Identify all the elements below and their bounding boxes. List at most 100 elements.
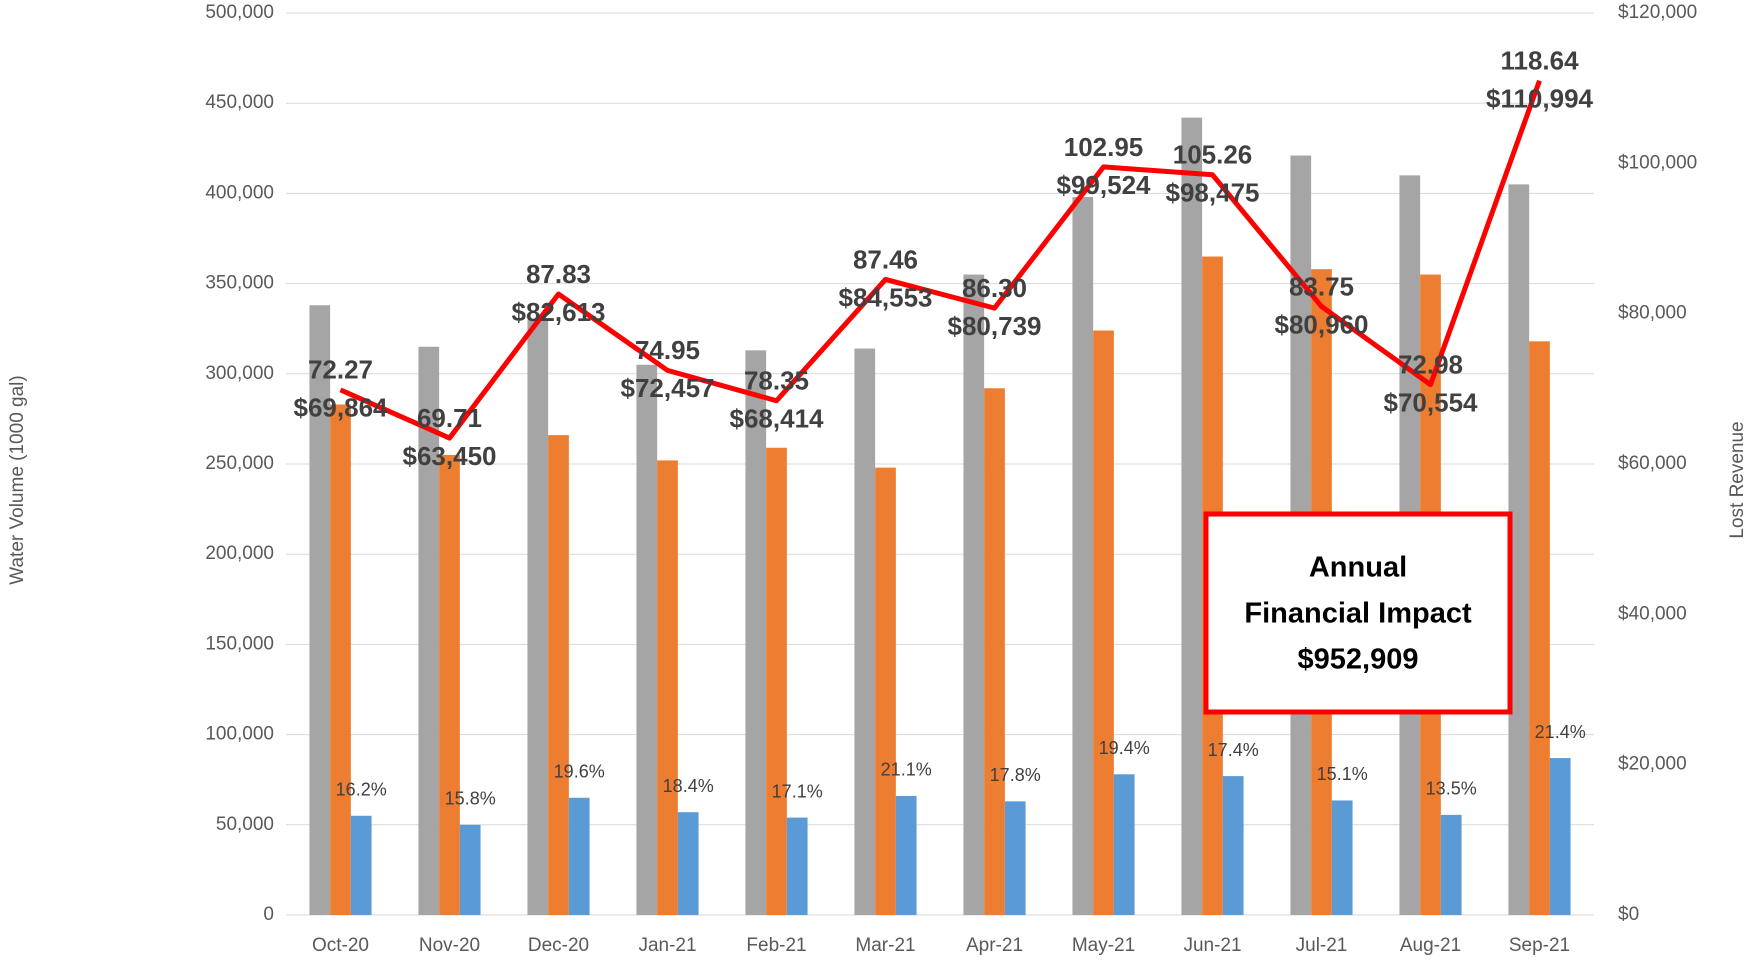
y2-tick-label: $100,000 xyxy=(1618,152,1697,173)
upper-label: 74.95 xyxy=(635,335,700,365)
y-tick-label: 200,000 xyxy=(205,543,274,564)
upper-label: 72.98 xyxy=(1398,350,1463,380)
upper-label: 102.95 xyxy=(1064,132,1144,162)
x-tick-label: Jul-21 xyxy=(1296,935,1348,956)
bar xyxy=(766,447,787,915)
bar xyxy=(984,388,1005,915)
bar xyxy=(1529,341,1550,915)
y-tick-label: 500,000 xyxy=(205,2,274,23)
x-tick-label: Sep-21 xyxy=(1509,935,1570,956)
share-label: 15.1% xyxy=(1317,764,1368,784)
value-label: $70,554 xyxy=(1384,388,1479,418)
share-label: 21.4% xyxy=(1535,722,1586,742)
bar xyxy=(1072,197,1094,915)
upper-label: 86.30 xyxy=(962,273,1027,303)
share-label: 16.2% xyxy=(336,780,387,800)
y2-tick-label: $120,000 xyxy=(1618,2,1697,23)
share-label: 13.5% xyxy=(1426,779,1477,799)
bar xyxy=(745,350,767,915)
bar xyxy=(875,467,896,915)
value-label: $98,475 xyxy=(1166,178,1260,208)
bar xyxy=(330,404,351,915)
value-label: $63,450 xyxy=(403,441,497,471)
y2-tick-label: $80,000 xyxy=(1618,303,1687,324)
upper-label: 118.64 xyxy=(1500,46,1579,76)
upper-label: 78.35 xyxy=(744,366,809,396)
y-tick-label: 400,000 xyxy=(205,182,274,203)
upper-label: 87.83 xyxy=(526,259,591,289)
y2-axis-label: Lost Revenue xyxy=(1727,421,1748,538)
share-label: 18.4% xyxy=(663,776,714,796)
bar xyxy=(636,364,658,915)
y-tick-label: 50,000 xyxy=(216,814,274,835)
value-label: $99,524 xyxy=(1057,170,1152,200)
x-tick-label: May-21 xyxy=(1072,935,1135,956)
bar xyxy=(350,815,372,915)
bar xyxy=(1004,801,1026,915)
bar xyxy=(548,435,569,915)
annotation-text: Financial Impact xyxy=(1244,598,1472,630)
bar xyxy=(1440,814,1462,915)
x-tick-label: Jun-21 xyxy=(1183,935,1241,956)
bar xyxy=(309,305,331,915)
value-label: $68,414 xyxy=(730,404,825,434)
bar xyxy=(527,319,549,915)
bar xyxy=(568,797,590,915)
x-tick-label: Mar-21 xyxy=(855,935,915,956)
x-tick-label: Oct-20 xyxy=(312,935,369,956)
x-tick-label: Apr-21 xyxy=(966,935,1023,956)
upper-label: 87.46 xyxy=(853,244,918,274)
y-tick-label: 300,000 xyxy=(205,363,274,384)
bar xyxy=(786,817,808,915)
upper-label: 83.75 xyxy=(1289,271,1354,301)
upper-label: 72.27 xyxy=(308,355,373,385)
value-label: $72,457 xyxy=(621,373,715,403)
x-tick-label: Dec-20 xyxy=(528,935,589,956)
value-label: $80,960 xyxy=(1275,309,1369,339)
x-tick-label: Jan-21 xyxy=(638,935,696,956)
x-tick-label: Feb-21 xyxy=(746,935,806,956)
y2-tick-label: $40,000 xyxy=(1618,603,1687,624)
y-axis-label: Water Volume (1000 gal) xyxy=(7,375,28,584)
bar xyxy=(418,346,440,915)
value-label: $110,994 xyxy=(1486,84,1594,114)
upper-label: 105.26 xyxy=(1173,140,1253,170)
share-label: 17.4% xyxy=(1208,740,1259,760)
annotation-text: $952,909 xyxy=(1298,644,1419,676)
y-tick-label: 250,000 xyxy=(205,453,274,474)
upper-label: 69.71 xyxy=(417,403,482,433)
y-tick-label: 450,000 xyxy=(205,92,274,113)
annotation-text: Annual xyxy=(1309,552,1407,584)
y-tick-label: 100,000 xyxy=(205,724,274,745)
y-tick-label: 0 xyxy=(263,904,274,925)
y2-tick-label: $0 xyxy=(1618,904,1639,925)
y-tick-label: 150,000 xyxy=(205,633,274,654)
value-label: $84,553 xyxy=(839,282,933,312)
bar xyxy=(963,274,985,916)
y2-tick-label: $20,000 xyxy=(1618,754,1687,775)
bar xyxy=(1093,330,1114,915)
bar xyxy=(1181,117,1203,915)
y2-tick-label: $60,000 xyxy=(1618,453,1687,474)
bar xyxy=(1331,800,1353,915)
share-label: 19.6% xyxy=(554,761,605,781)
share-label: 17.1% xyxy=(772,781,823,801)
share-label: 17.8% xyxy=(990,765,1041,785)
bar xyxy=(677,812,699,915)
line xyxy=(339,79,1542,441)
bar xyxy=(1549,758,1571,915)
share-label: 15.8% xyxy=(445,789,496,809)
bar xyxy=(439,454,460,915)
y-tick-label: 350,000 xyxy=(205,273,274,294)
value-label: $82,613 xyxy=(512,297,606,327)
bar xyxy=(895,795,917,915)
bar xyxy=(1113,774,1135,915)
value-label: $69,864 xyxy=(294,393,389,423)
bar xyxy=(459,824,481,915)
bar xyxy=(1222,776,1244,915)
bar xyxy=(854,348,876,915)
value-label: $80,739 xyxy=(948,311,1042,341)
share-label: 19.4% xyxy=(1099,738,1150,758)
x-tick-label: Nov-20 xyxy=(419,935,480,956)
